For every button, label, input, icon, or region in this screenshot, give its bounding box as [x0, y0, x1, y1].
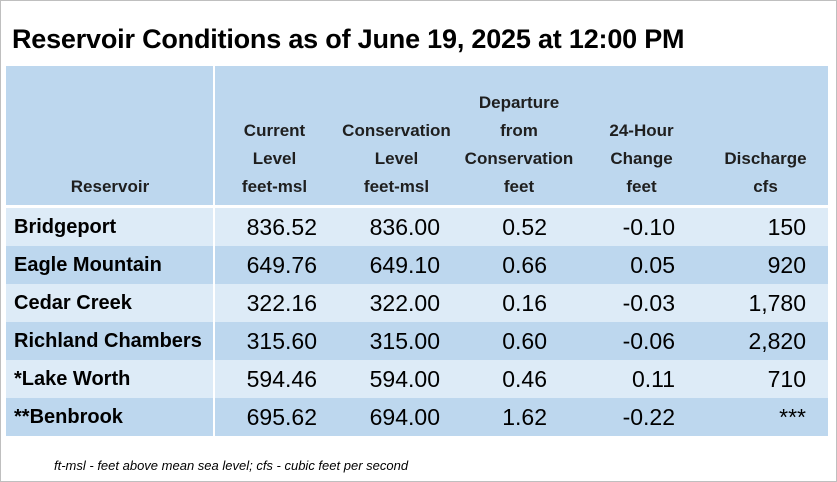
header-line: feet: [503, 177, 535, 196]
column-divider: [213, 208, 215, 246]
header-line: Current: [243, 121, 306, 140]
table-body: Bridgeport 836.52 836.00 0.52 -0.10 150 Eagle …: [6, 205, 828, 436]
conservation-level-value: 694.00: [369, 403, 440, 430]
discharge-value: 710: [767, 365, 806, 392]
reservoir-name: Eagle Mountain: [14, 253, 162, 276]
departure-value: 0.60: [502, 327, 547, 354]
header-departure: Departure from Conservation feet: [458, 66, 580, 205]
conservation-level-value: 315.00: [369, 327, 440, 354]
24hr-change-value: -0.03: [622, 289, 675, 316]
current-level-value: 315.60: [246, 327, 317, 354]
24hr-change-value: -0.10: [622, 213, 675, 240]
header-reservoir: Reservoir: [6, 66, 214, 205]
current-level-value: 836.52: [246, 213, 317, 240]
conservation-level-value: 836.00: [369, 213, 440, 240]
header-line: feet-msl: [241, 177, 308, 196]
reservoir-name: Richland Chambers: [14, 329, 202, 352]
header-line: Discharge: [724, 149, 807, 168]
column-divider: [213, 284, 215, 322]
page-title: Reservoir Conditions as of June 19, 2025…: [12, 24, 685, 54]
header-line: Change: [610, 149, 673, 168]
header-line: Level: [374, 149, 419, 168]
table-row: *Lake Worth 594.46 594.00 0.46 0.11 710: [6, 360, 828, 398]
discharge-value: 150: [767, 213, 806, 240]
header-line: cfs: [753, 177, 778, 196]
reservoir-name: Bridgeport: [14, 215, 117, 238]
24hr-change-value: 0.05: [630, 251, 675, 278]
departure-value: 1.62: [502, 403, 547, 430]
table-row: Bridgeport 836.52 836.00 0.52 -0.10 150: [6, 208, 828, 246]
conservation-level-value: 594.00: [369, 365, 440, 392]
header-conservation-level: Conservation Level feet-msl: [335, 66, 458, 205]
column-divider: [213, 322, 215, 360]
table-row: Eagle Mountain 649.76 649.10 0.66 0.05 920: [6, 246, 828, 284]
table-row: Cedar Creek 322.16 322.00 0.16 -0.03 1,780: [6, 284, 828, 322]
header-current-level: Current Level feet-msl: [214, 66, 335, 205]
header-line: from: [500, 121, 538, 140]
header-24hr-change: 24-Hour Change feet: [580, 66, 703, 205]
departure-value: 0.66: [502, 251, 547, 278]
reservoir-table: Reservoir Current Level feet-msl Conservatio…: [6, 66, 828, 436]
current-level-value: 649.76: [246, 251, 317, 278]
reservoir-name: **Benbrook: [14, 405, 123, 428]
24hr-change-value: -0.06: [622, 327, 675, 354]
conservation-level-value: 649.10: [369, 251, 440, 278]
reservoir-name: Cedar Creek: [14, 291, 132, 314]
table-row: Richland Chambers 315.60 315.00 0.60 -0.06 2,…: [6, 322, 828, 360]
departure-value: 0.46: [502, 365, 547, 392]
24hr-change-value: -0.22: [622, 403, 675, 430]
current-level-value: 322.16: [246, 289, 317, 316]
discharge-value: 2,820: [748, 327, 806, 354]
24hr-change-value: 0.11: [631, 365, 675, 392]
column-divider: [213, 66, 215, 205]
header-line: Departure: [478, 93, 560, 112]
header-line: feet: [626, 177, 657, 196]
discharge-value: 1,780: [748, 289, 806, 316]
column-divider: [213, 246, 215, 284]
conservation-level-value: 322.00: [369, 289, 440, 316]
header-line: feet-msl: [363, 177, 430, 196]
discharge-value: ***: [779, 403, 806, 430]
header-line: Conservation: [342, 121, 451, 140]
column-divider: [213, 398, 215, 436]
current-level-value: 594.46: [246, 365, 317, 392]
departure-value: 0.16: [502, 289, 547, 316]
header-discharge: Discharge cfs: [703, 66, 828, 205]
header-line: Reservoir: [70, 177, 150, 196]
table-row: **Benbrook 695.62 694.00 1.62 -0.22 ***: [6, 398, 828, 436]
header-line: Level: [252, 149, 297, 168]
header-line: Conservation: [464, 149, 574, 168]
header-divider: [6, 205, 828, 208]
column-divider: [213, 360, 215, 398]
table-header: Reservoir Current Level feet-msl Conservatio…: [6, 66, 828, 205]
reservoir-name: *Lake Worth: [14, 367, 131, 390]
footnote: ft-msl - feet above mean sea level; cfs …: [54, 458, 409, 473]
discharge-value: 920: [767, 251, 806, 278]
header-line: 24-Hour: [609, 121, 674, 140]
current-level-value: 695.62: [246, 403, 317, 430]
departure-value: 0.52: [502, 213, 547, 240]
